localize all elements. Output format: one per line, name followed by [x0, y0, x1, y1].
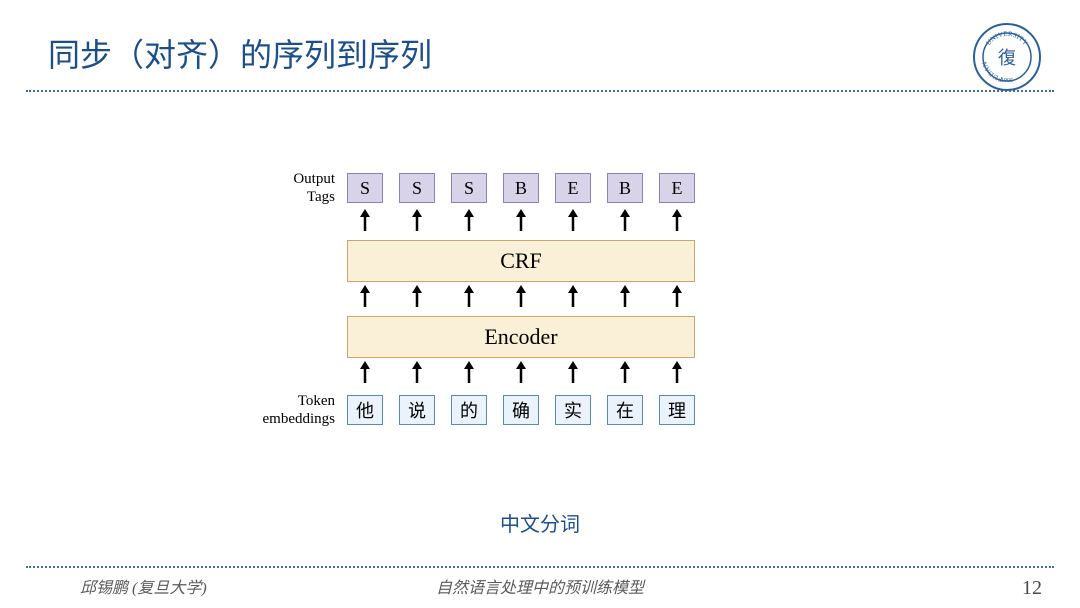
divider-top — [26, 90, 1054, 92]
encoder-box: Encoder — [347, 316, 695, 358]
svg-text:復: 復 — [998, 48, 1016, 68]
up-arrow-icon — [451, 361, 487, 389]
token-emb-label: Token embeddings — [230, 392, 347, 428]
up-arrow-icon — [347, 285, 383, 313]
input-token: 在 — [607, 395, 643, 425]
output-tags: SSSBEBE — [347, 173, 695, 203]
up-arrow-icon — [451, 285, 487, 313]
up-arrow-icon — [607, 285, 643, 313]
input-token: 的 — [451, 395, 487, 425]
slide-title: 同步（对齐）的序列到序列 — [48, 30, 432, 76]
up-arrow-icon — [503, 209, 539, 237]
output-tag: S — [451, 173, 487, 203]
input-token: 说 — [399, 395, 435, 425]
up-arrow-icon — [607, 209, 643, 237]
slide: 同步（对齐）的序列到序列 UNIVERSITY FUDAN 1905 復 Out… — [0, 0, 1080, 608]
svg-text:UNIVERSITY: UNIVERSITY — [984, 30, 1029, 47]
output-tag: S — [399, 173, 435, 203]
input-token: 理 — [659, 395, 695, 425]
output-tag: E — [659, 173, 695, 203]
up-arrow-icon — [555, 285, 591, 313]
arrows-row — [230, 206, 850, 240]
diagram-caption: 中文分词 — [0, 508, 1080, 537]
up-arrow-icon — [555, 361, 591, 389]
input-token: 实 — [555, 395, 591, 425]
up-arrow-icon — [503, 361, 539, 389]
up-arrow-icon — [659, 361, 695, 389]
up-arrow-icon — [347, 209, 383, 237]
divider-bottom — [26, 566, 1054, 568]
university-logo: UNIVERSITY FUDAN 1905 復 — [972, 22, 1042, 92]
arrows-row — [230, 358, 850, 392]
input-token: 他 — [347, 395, 383, 425]
output-tag: B — [607, 173, 643, 203]
up-arrow-icon — [555, 209, 591, 237]
svg-text:1905: 1905 — [1001, 78, 1013, 84]
output-tags-label: Output Tags — [230, 170, 347, 206]
arrows-row — [230, 282, 850, 316]
input-token: 确 — [503, 395, 539, 425]
output-tag: B — [503, 173, 539, 203]
output-tag: S — [347, 173, 383, 203]
page-number: 12 — [1022, 577, 1042, 600]
up-arrow-icon — [399, 209, 435, 237]
output-tag: E — [555, 173, 591, 203]
up-arrow-icon — [503, 285, 539, 313]
up-arrow-icon — [399, 285, 435, 313]
up-arrow-icon — [399, 361, 435, 389]
up-arrow-icon — [451, 209, 487, 237]
up-arrow-icon — [347, 361, 383, 389]
up-arrow-icon — [659, 285, 695, 313]
crf-box: CRF — [347, 240, 695, 282]
input-tokens: 他说的确实在理 — [347, 395, 695, 425]
up-arrow-icon — [659, 209, 695, 237]
seq2seq-diagram: Output Tags SSSBEBE CRF Encoder Token em… — [230, 170, 850, 428]
footer-title: 自然语言处理中的预训练模型 — [0, 574, 1080, 598]
up-arrow-icon — [607, 361, 643, 389]
